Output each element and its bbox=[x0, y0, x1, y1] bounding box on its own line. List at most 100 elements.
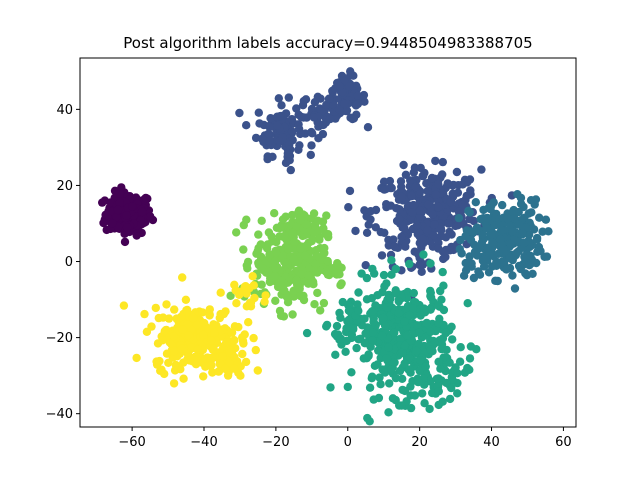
data-point bbox=[221, 307, 230, 316]
data-point bbox=[453, 369, 462, 378]
data-point bbox=[377, 251, 387, 260]
data-point bbox=[505, 253, 514, 263]
data-point bbox=[486, 204, 495, 214]
data-point bbox=[353, 300, 362, 309]
data-point bbox=[158, 336, 167, 345]
data-point bbox=[422, 179, 431, 188]
data-point bbox=[395, 215, 404, 224]
data-point bbox=[265, 277, 275, 287]
x-tick-label: −40 bbox=[190, 435, 217, 450]
data-point bbox=[122, 211, 131, 220]
data-point bbox=[416, 356, 425, 365]
data-point bbox=[465, 354, 475, 363]
series-4 bbox=[226, 206, 346, 321]
data-point bbox=[147, 322, 156, 331]
data-point bbox=[438, 157, 447, 167]
data-point bbox=[471, 198, 480, 207]
data-point bbox=[525, 261, 534, 270]
data-point bbox=[348, 114, 357, 124]
data-point bbox=[371, 205, 381, 215]
data-point bbox=[249, 281, 258, 290]
data-point bbox=[185, 356, 194, 365]
data-point bbox=[387, 270, 396, 279]
data-point bbox=[169, 379, 179, 388]
data-point bbox=[516, 193, 526, 203]
x-tick-label: −20 bbox=[262, 435, 289, 450]
data-point bbox=[300, 251, 310, 261]
data-point bbox=[141, 194, 151, 203]
data-point bbox=[430, 220, 439, 229]
data-point bbox=[382, 279, 391, 288]
data-point bbox=[179, 374, 188, 383]
plot-frame bbox=[79, 57, 577, 428]
data-point bbox=[296, 112, 306, 122]
data-point bbox=[385, 379, 394, 388]
data-point bbox=[284, 244, 293, 254]
data-point bbox=[474, 267, 483, 276]
data-point bbox=[426, 345, 435, 354]
data-point bbox=[278, 215, 288, 224]
data-point bbox=[249, 333, 258, 343]
y-axis: −40 −20 0 20 40 bbox=[46, 103, 80, 422]
data-point bbox=[176, 312, 186, 322]
data-point bbox=[340, 99, 349, 109]
data-point bbox=[229, 364, 239, 373]
data-point bbox=[470, 247, 480, 257]
data-point bbox=[434, 374, 443, 383]
data-point bbox=[264, 129, 273, 139]
data-point bbox=[391, 373, 401, 383]
data-point bbox=[369, 317, 378, 327]
data-point bbox=[146, 212, 155, 221]
series-5 bbox=[119, 272, 270, 388]
data-point bbox=[151, 303, 160, 313]
data-point bbox=[426, 259, 435, 268]
data-point bbox=[386, 294, 395, 303]
data-point bbox=[177, 344, 186, 353]
data-point bbox=[426, 327, 435, 336]
data-point bbox=[479, 214, 488, 223]
data-point bbox=[292, 276, 301, 285]
data-point bbox=[310, 98, 320, 107]
data-point bbox=[409, 288, 418, 298]
data-point bbox=[477, 165, 486, 174]
data-point bbox=[400, 224, 409, 233]
data-point bbox=[414, 339, 423, 349]
data-point bbox=[466, 186, 475, 195]
data-point bbox=[398, 348, 407, 357]
data-point bbox=[314, 134, 323, 143]
data-point bbox=[405, 311, 414, 320]
data-point bbox=[349, 324, 358, 333]
data-point bbox=[302, 220, 311, 229]
data-point bbox=[299, 295, 309, 305]
series-2 bbox=[454, 190, 553, 293]
data-point bbox=[170, 346, 179, 356]
data-point bbox=[260, 297, 269, 306]
data-point bbox=[415, 366, 424, 376]
data-point bbox=[292, 104, 301, 113]
data-point bbox=[362, 228, 372, 237]
y-tick-label: 20 bbox=[56, 179, 73, 194]
data-point bbox=[455, 357, 465, 366]
x-tick-label: 60 bbox=[555, 435, 572, 450]
data-point bbox=[420, 168, 429, 178]
data-point bbox=[309, 113, 318, 122]
data-point bbox=[524, 209, 533, 218]
data-point bbox=[532, 258, 541, 268]
data-point bbox=[492, 257, 501, 266]
data-point bbox=[334, 261, 343, 270]
data-point bbox=[360, 339, 369, 348]
data-point bbox=[187, 343, 196, 352]
data-point bbox=[429, 231, 438, 240]
data-point bbox=[204, 324, 213, 333]
data-point bbox=[411, 182, 420, 192]
data-point bbox=[379, 270, 389, 280]
data-point bbox=[257, 280, 266, 289]
data-point bbox=[325, 114, 335, 124]
data-point bbox=[375, 373, 384, 382]
data-point bbox=[268, 152, 277, 161]
data-point bbox=[253, 366, 262, 375]
data-point bbox=[270, 257, 280, 267]
data-point bbox=[199, 372, 208, 381]
data-point bbox=[276, 111, 285, 121]
data-point bbox=[445, 394, 455, 404]
